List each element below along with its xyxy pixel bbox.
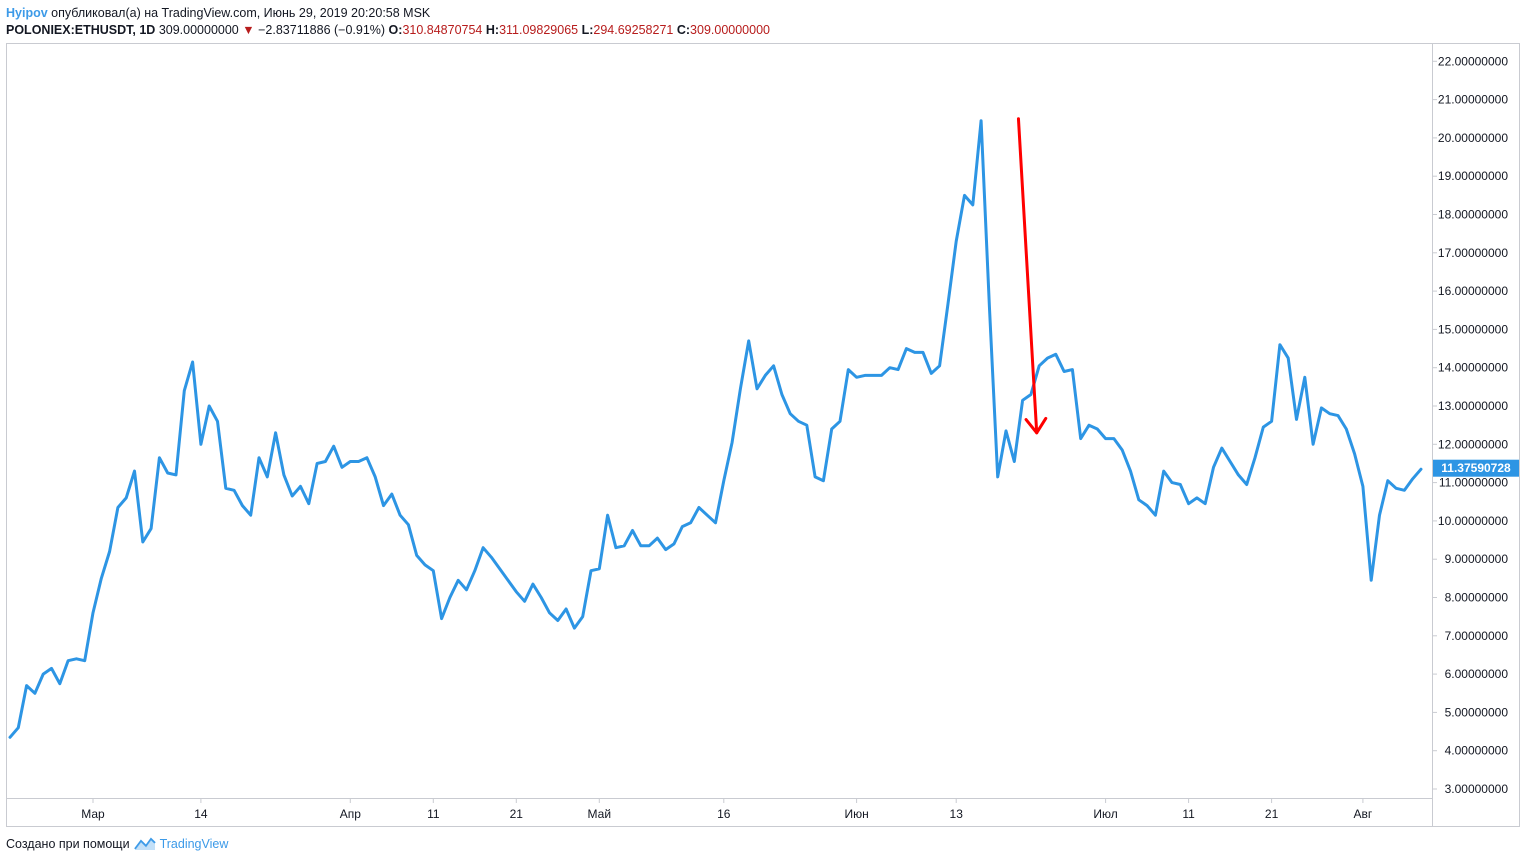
x-tick-label: 16 [717,807,731,821]
x-tick-label: 14 [194,807,208,821]
plot-frame [6,43,1433,799]
symbol-label: POLONIEX:ETHUSDT, 1D [6,23,156,37]
x-tick-label: Мар [81,807,105,821]
y-tick-label: 13.00000000 [1438,399,1508,413]
y-tick-label: 10.00000000 [1438,514,1508,528]
y-tick-label: 16.00000000 [1438,284,1508,298]
x-tick-label: Июл [1093,807,1117,821]
y-tick-label: 21.00000000 [1438,93,1508,107]
close-value: 309.00000000 [690,23,770,37]
y-tick-label: 6.00000000 [1445,667,1509,681]
x-tick-label: 11 [1182,807,1195,821]
y-tick-label: 14.00000000 [1438,361,1508,375]
low-label: L: [581,23,594,37]
tradingview-brand[interactable]: TradingView [159,837,229,851]
time-scale-frame [6,798,1433,827]
y-tick-label: 5.00000000 [1445,705,1509,719]
ohlc-legend: POLONIEX:ETHUSDT, 1D 309.00000000 ▼ −2.8… [6,22,770,38]
arrow-shaft [1016,117,1039,435]
y-tick-label: 11.00000000 [1439,476,1509,490]
close-label: C: [676,23,691,37]
red-arrow-annotation [1016,117,1048,435]
tradingview-logo-icon[interactable] [133,837,156,851]
x-tick-label: Май [588,807,612,821]
current-price-label: 11.37590728 [1441,461,1511,475]
y-tick-label: 15.00000000 [1438,322,1508,336]
current-price-badge-bg [1433,459,1519,477]
x-tick-label: Июн [844,807,868,821]
created-with-text: Создано при помощи [6,837,130,851]
price-line [8,119,1423,739]
x-tick-label: 13 [950,807,964,821]
y-tick-label: 7.00000000 [1445,629,1509,643]
current-price-badge: 11.37590728 [1433,459,1519,477]
x-tick-label: Авг [1354,807,1373,821]
y-tick-label: 3.00000000 [1445,782,1509,796]
author-name[interactable]: Hyipov [6,6,48,20]
x-tick-label: Апр [340,807,362,821]
high-label: H: [485,23,500,37]
x-tick-label: 21 [1265,807,1279,821]
y-tick-label: 8.00000000 [1445,591,1509,605]
y-tick-label: 20.00000000 [1438,131,1508,145]
x-tick-label: 11 [427,807,440,821]
y-tick-label: 19.00000000 [1438,169,1508,183]
time-axis: Мар 14 Апр 11 21 Май 16 Июн 13 Июл 11 21 Авг [81,798,1373,821]
y-tick-label: 17.00000000 [1438,246,1508,260]
price-scale-frame [1432,43,1520,827]
price-axis: 3.00000000 4.00000000 5.00000000 6.00000000… [1432,54,1508,796]
open-label: O: [388,23,403,37]
down-triangle-icon: ▼ [242,23,255,37]
y-tick-label: 22.00000000 [1438,54,1508,68]
high-value: 311.09829065 [499,23,579,37]
x-tick-label: 21 [510,807,524,821]
price-change: −2.83711886 (−0.91%) [258,23,386,37]
arrow-head [1024,416,1048,435]
footer: Создано при помощи TradingView [6,837,228,851]
published-info: опубликовал(а) на TradingView.com, Июнь … [51,6,431,20]
y-tick-label: 12.00000000 [1438,437,1508,451]
low-value: 294.69258271 [593,23,674,37]
last-price: 309.00000000 [158,23,239,37]
y-tick-label: 9.00000000 [1445,552,1509,566]
publication-header: Hyipov опубликовал(а) на TradingView.com… [6,5,430,21]
y-tick-label: 4.00000000 [1445,744,1509,758]
open-value: 310.84870754 [402,23,483,37]
y-tick-label: 18.00000000 [1438,208,1508,222]
